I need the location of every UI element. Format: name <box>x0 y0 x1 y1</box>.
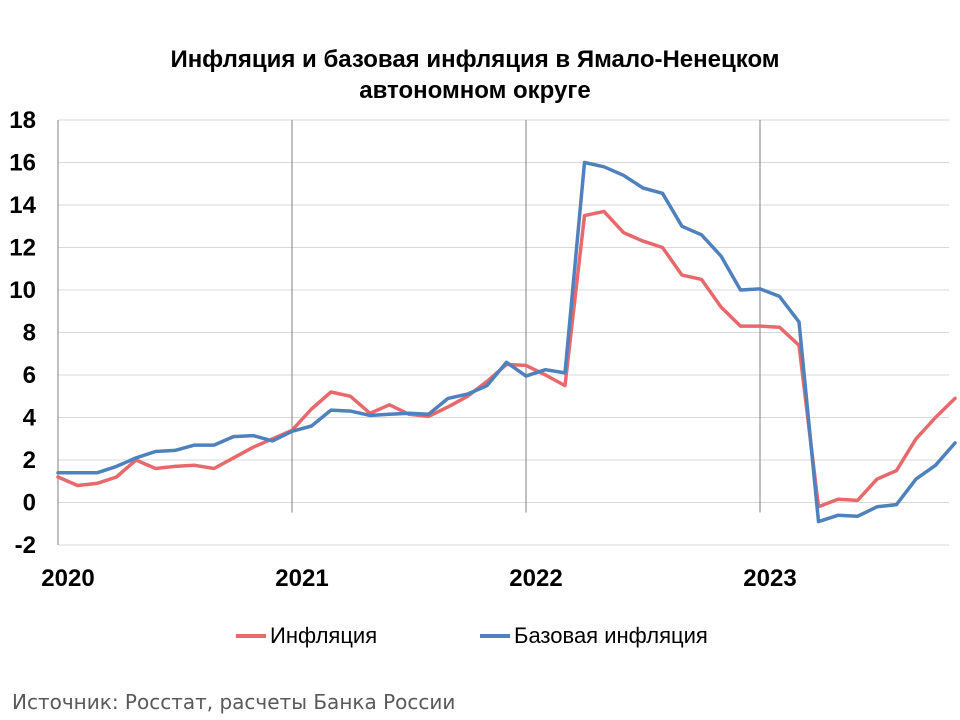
y-axis-tick-labels: -2 0 2 4 6 8 10 12 14 16 18 <box>9 107 36 559</box>
y-tick-label: 4 <box>23 405 37 432</box>
legend-label-core-inflation: Базовая инфляция <box>514 623 708 648</box>
y-tick-label: 0 <box>23 490 36 517</box>
legend-swatch-inflation <box>236 634 266 638</box>
x-tick-label: 2022 <box>509 565 562 592</box>
y-tick-label: 8 <box>23 320 36 347</box>
chart-title-line-1: Инфляция и базовая инфляция в Ямало-Нене… <box>170 46 780 73</box>
legend-label-inflation: Инфляция <box>270 623 378 648</box>
legend-item-core-inflation: Базовая инфляция <box>480 622 708 650</box>
legend-swatch-core-inflation <box>480 634 510 638</box>
x-tick-label: 2020 <box>41 565 94 592</box>
y-tick-label: 10 <box>9 277 36 304</box>
legend-item-inflation: Инфляция <box>236 622 377 650</box>
y-tick-label: 18 <box>9 107 36 134</box>
chart-title-line-2: автономном округе <box>359 77 591 104</box>
x-tick-label: 2023 <box>743 565 796 592</box>
series-line-core-inflation <box>56 160 957 524</box>
x-tick-label: 2021 <box>275 565 328 592</box>
chart-title: Инфляция и базовая инфляция в Ямало-Нене… <box>0 44 950 106</box>
y-tick-label: 14 <box>9 192 36 219</box>
series-line-inflation <box>56 209 957 509</box>
source-note: Источник: Росстат, расчеты Банка России <box>12 690 456 714</box>
y-tick-label: 2 <box>23 447 36 474</box>
y-tick-label: 12 <box>9 235 36 262</box>
y-tick-label: 16 <box>9 150 36 177</box>
series-lines <box>56 160 957 524</box>
y-tick-label: -2 <box>15 532 36 559</box>
y-tick-label: 6 <box>23 362 36 389</box>
x-axis-tick-labels: 2020 2021 2022 2023 <box>41 565 796 592</box>
gridlines <box>58 119 949 546</box>
